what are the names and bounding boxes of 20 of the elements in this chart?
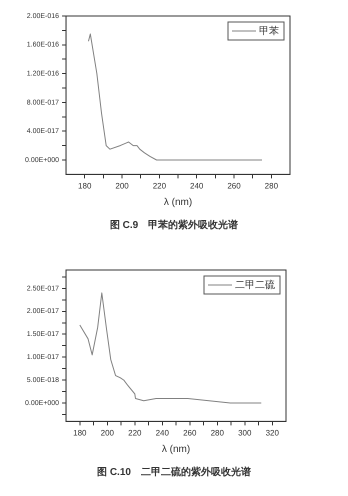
x-tick-label: 240 [156, 428, 170, 438]
x-tick-label: 320 [266, 428, 280, 438]
x-tick-label: 260 [227, 181, 242, 190]
x-tick-label: 300 [238, 428, 252, 438]
legend-label: 甲苯 [259, 24, 279, 37]
x-tick-label: 220 [128, 428, 142, 438]
x-tick-label: 200 [115, 181, 130, 190]
legend-label: 二甲二硫 [235, 278, 275, 291]
text: 图 C.9 甲苯的紫外吸收光谱 [108, 218, 240, 232]
x-axis-title: λ (nm) [162, 444, 190, 455]
x-tick-label: 260 [183, 428, 197, 438]
x-tick-label: 180 [78, 181, 92, 190]
x-tick-label: 280 [264, 181, 279, 190]
x-tick-label: 180 [73, 428, 88, 438]
x-tick-label: 280 [210, 428, 224, 438]
x-tick-label: 240 [190, 181, 204, 190]
x-tick-label: 220 [152, 181, 167, 190]
x-axis-title: λ (nm) [164, 196, 192, 208]
x-tick-label: 200 [100, 428, 115, 438]
text: 图 C.10 二甲二硫的紫外吸收光谱 [96, 465, 252, 479]
